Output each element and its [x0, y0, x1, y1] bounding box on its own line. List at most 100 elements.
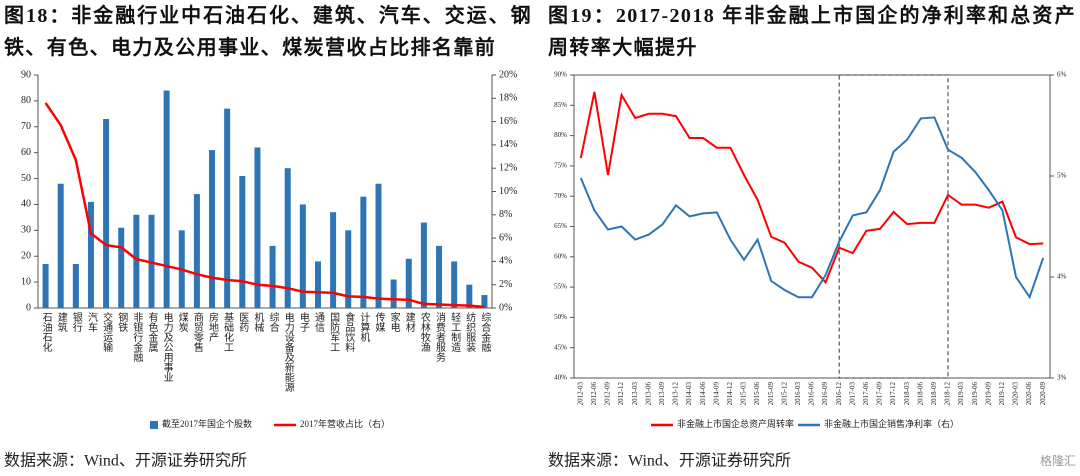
- line: [579, 116, 1045, 300]
- y-tick-label: 80: [21, 95, 31, 106]
- x-tick-label: 建材: [403, 311, 415, 332]
- y-tick-label: 5%: [1057, 172, 1067, 180]
- line: [44, 102, 485, 309]
- y-tick-label: 30: [21, 225, 31, 236]
- line: [579, 91, 1044, 285]
- source-note: 数据来源：Wind、开源证券研究所: [4, 452, 247, 470]
- y-tick-label: 3%: [1057, 374, 1067, 382]
- y-tick-label: 6%: [499, 232, 512, 243]
- bar: [239, 175, 246, 308]
- x-tick-label: 2019-12: [998, 382, 1006, 406]
- x-tick-label: 2019-03: [957, 382, 965, 406]
- chart-title: 图19：2017-2018 年非金融上市国企的净利率和总资产周转率大幅提升: [548, 5, 1076, 59]
- x-tick-label: 非银行金融: [131, 312, 143, 363]
- legend-label: 非金融上市国企销售净利率（右）: [824, 418, 959, 429]
- y-tick-label: 90: [21, 69, 31, 80]
- x-tick-label: 医药: [237, 312, 249, 333]
- y-tick-label: 4%: [499, 256, 512, 267]
- bar: [405, 258, 412, 308]
- x-tick-label: 2020-06: [1025, 382, 1033, 406]
- x-tick-label: 2017-09: [876, 382, 884, 406]
- x-tick-label: 商贸零售: [191, 311, 203, 353]
- bar: [451, 261, 458, 308]
- y-tick-label: 4%: [1057, 273, 1067, 281]
- x-tick-label: 2013-12: [672, 382, 680, 406]
- x-tick-label: 2019-06: [971, 382, 979, 406]
- x-tick-label: 2018-09: [930, 382, 938, 406]
- bar: [330, 212, 337, 308]
- x-tick-label: 传媒: [373, 312, 385, 333]
- bar: [254, 147, 261, 308]
- y-tick-label: 60: [21, 147, 31, 158]
- x-tick-label: 2018-06: [916, 382, 924, 406]
- bar: [481, 295, 488, 308]
- bar: [345, 230, 352, 308]
- bar: [299, 204, 306, 308]
- x-tick-label: 2014-09: [712, 382, 720, 406]
- bar: [375, 183, 382, 308]
- x-tick-label: 钢铁: [116, 311, 128, 333]
- y-tick-label: 40%: [554, 374, 567, 382]
- bar: [72, 263, 79, 308]
- bar: [57, 183, 64, 308]
- bar: [390, 279, 397, 308]
- bar: [118, 227, 125, 308]
- bar: [314, 261, 321, 308]
- y-tick-label: 12%: [499, 162, 517, 173]
- y-tick-label: 20: [21, 251, 31, 262]
- y-tick-label: 14%: [499, 139, 517, 150]
- x-tick-label: 2013-06: [644, 382, 652, 406]
- x-tick-label: 国防军工: [328, 312, 340, 352]
- y-tick-label: 65%: [554, 222, 567, 230]
- x-tick-label: 2012-03: [576, 382, 584, 406]
- y-tick-label: 45%: [554, 343, 567, 351]
- x-tick-label: 2020-09: [1039, 382, 1047, 406]
- x-tick-label: 2015-12: [780, 382, 788, 406]
- y-tick-label: 60%: [554, 252, 567, 260]
- y-tick-label: 8%: [499, 209, 512, 220]
- x-tick-label: 2016-06: [808, 382, 816, 406]
- x-tick-label: 电力设备及新能源: [282, 311, 294, 393]
- x-tick-label: 石油石化: [40, 312, 52, 352]
- x-tick-label: 机械: [252, 311, 264, 333]
- bar: [163, 90, 170, 309]
- x-tick-label: 2012-12: [617, 382, 625, 406]
- x-tick-label: 2017-03: [848, 382, 856, 406]
- x-tick-label: 2019-09: [984, 382, 992, 406]
- y-tick-label: 18%: [499, 93, 517, 104]
- y-tick-label: 55%: [554, 283, 567, 291]
- bar: [436, 245, 443, 308]
- y-tick-label: 10: [21, 276, 31, 287]
- y-tick-label: 70%: [554, 192, 567, 200]
- x-tick-label: 2012-06: [590, 382, 598, 406]
- bar: [133, 214, 140, 308]
- x-tick-label: 2015-03: [740, 382, 748, 406]
- bar: [420, 222, 427, 308]
- bar: [193, 194, 200, 308]
- x-tick-label: 计算机: [358, 311, 370, 343]
- x-tick-label: 电力及公用事业: [161, 311, 173, 382]
- source-note: 数据来源：Wind、开源证券研究所: [548, 452, 791, 470]
- y-tick-label: 80%: [554, 131, 567, 139]
- y-tick-label: 50: [21, 173, 31, 184]
- bar: [466, 284, 473, 308]
- bar: [209, 150, 216, 308]
- x-tick-label: 交通运输: [101, 311, 113, 353]
- x-tick-label: 2014-12: [726, 382, 734, 406]
- bar: [224, 108, 231, 309]
- legend-label: 非金融上市国企总资产周转率: [677, 418, 794, 429]
- x-tick-label: 2017-12: [889, 382, 897, 406]
- x-tick-label: 2018-03: [903, 382, 911, 406]
- x-tick-label: 有色金属: [146, 311, 158, 353]
- y-tick-label: 90%: [554, 71, 567, 79]
- bar: [284, 168, 291, 308]
- bar: [42, 263, 49, 308]
- legend-swatch: [150, 421, 158, 429]
- bar: [87, 201, 94, 308]
- x-tick-label: 综合金融: [479, 311, 491, 353]
- x-tick-label: 2017-06: [862, 382, 870, 406]
- y-tick-label: 0%: [499, 302, 512, 313]
- y-tick-label: 16%: [499, 116, 517, 127]
- x-tick-label: 家电: [388, 311, 400, 332]
